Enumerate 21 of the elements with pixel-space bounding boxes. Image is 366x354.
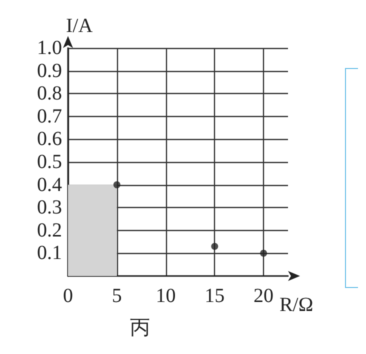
y-tick-label: 0.7 <box>37 105 62 128</box>
point <box>211 242 218 250</box>
y-tick-label: 0.6 <box>37 128 62 150</box>
y-tick-label: 0.8 <box>37 82 62 105</box>
y-tick-label: 0.5 <box>37 151 62 173</box>
y-tick-label: 0.4 <box>37 174 62 196</box>
text: 丙 <box>130 317 150 339</box>
y-tick-label: 0.1 <box>37 242 62 264</box>
x-axis-title: R/Ω <box>279 294 314 316</box>
point <box>260 250 268 257</box>
x-tick-label: 0 <box>63 285 73 307</box>
y-tick-label: 0.3 <box>37 196 62 219</box>
x-tick-label: 15 <box>204 285 225 307</box>
y-axis-title: I/A <box>66 15 94 37</box>
y-tick-label: 0.9 <box>37 60 62 82</box>
x-tick-label: 20 <box>254 285 274 307</box>
x-tick-label: 5 <box>112 285 122 307</box>
y-tick-label: 0.2 <box>37 219 62 242</box>
x-tick-label: 10 <box>156 285 176 307</box>
point <box>113 181 120 188</box>
y-tick-label: 1.0 <box>37 37 62 59</box>
